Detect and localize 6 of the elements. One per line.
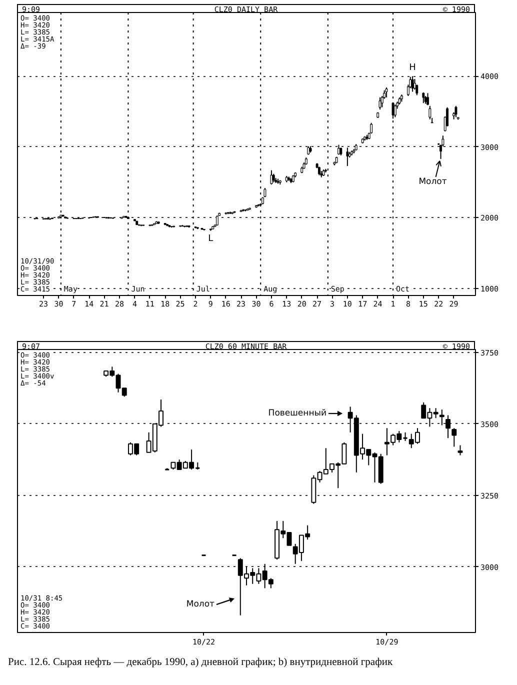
annotation: L [208, 234, 214, 244]
annotation: Молот [418, 176, 447, 187]
annotation: H [409, 63, 416, 74]
text: Рис. 12.6. Сырая нефть — декабрь 1990, а) дневной график; b) внутридневной график [8, 656, 393, 670]
annotation: Повешенный [268, 408, 327, 418]
annotation: Молот [186, 600, 215, 610]
